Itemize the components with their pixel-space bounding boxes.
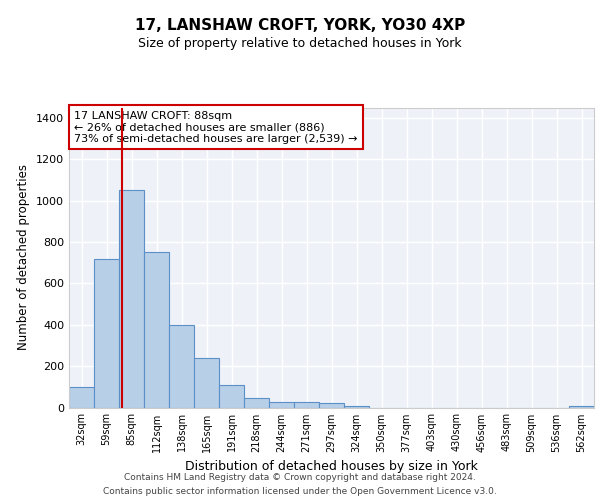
Bar <box>344 406 369 408</box>
Text: Contains HM Land Registry data © Crown copyright and database right 2024.: Contains HM Land Registry data © Crown c… <box>124 472 476 482</box>
Y-axis label: Number of detached properties: Number of detached properties <box>17 164 31 350</box>
Bar <box>144 252 169 408</box>
Bar <box>569 406 594 408</box>
X-axis label: Distribution of detached houses by size in York: Distribution of detached houses by size … <box>185 460 478 473</box>
Bar <box>294 402 319 407</box>
Text: Size of property relative to detached houses in York: Size of property relative to detached ho… <box>138 38 462 51</box>
Text: 17, LANSHAW CROFT, YORK, YO30 4XP: 17, LANSHAW CROFT, YORK, YO30 4XP <box>135 18 465 32</box>
Bar <box>269 402 294 407</box>
Text: Contains public sector information licensed under the Open Government Licence v3: Contains public sector information licen… <box>103 488 497 496</box>
Bar <box>319 404 344 407</box>
Text: 17 LANSHAW CROFT: 88sqm
← 26% of detached houses are smaller (886)
73% of semi-d: 17 LANSHAW CROFT: 88sqm ← 26% of detache… <box>74 110 358 144</box>
Bar <box>69 387 94 407</box>
Bar <box>219 384 244 407</box>
Bar <box>169 324 194 407</box>
Bar <box>94 258 119 408</box>
Bar <box>119 190 144 408</box>
Bar <box>244 398 269 407</box>
Bar <box>194 358 219 408</box>
